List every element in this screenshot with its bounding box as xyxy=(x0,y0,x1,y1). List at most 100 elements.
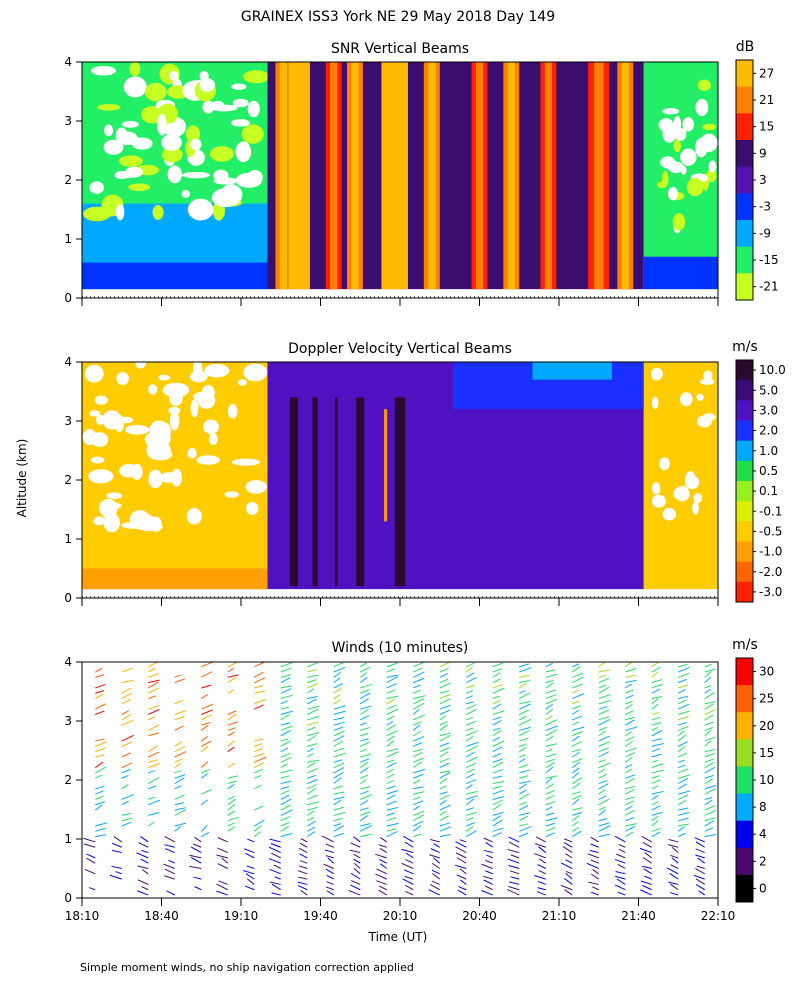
wind-barb xyxy=(466,708,477,715)
wind-barb xyxy=(678,812,690,816)
wind-barb xyxy=(307,784,317,790)
colorbar-label: 20 xyxy=(759,719,774,733)
wind-barb xyxy=(598,716,610,721)
wind-barb xyxy=(625,817,635,822)
wind-barb xyxy=(704,709,716,715)
wind-barb xyxy=(327,857,335,864)
wind-barb xyxy=(386,735,395,742)
wind-barb xyxy=(273,864,281,869)
wind-barb xyxy=(545,698,558,705)
wind-barb xyxy=(562,846,573,853)
wind-barb xyxy=(431,862,441,869)
wind-barb xyxy=(670,883,679,891)
wind-barb xyxy=(704,778,714,784)
wind-barb xyxy=(457,889,467,896)
wind-barb xyxy=(564,878,573,885)
wind-barb xyxy=(148,679,160,684)
y-tick-label: 2 xyxy=(64,773,72,787)
wind-barb xyxy=(545,832,556,838)
wind-barb xyxy=(538,846,547,853)
wind-barb xyxy=(111,849,122,854)
wind-barb xyxy=(439,678,449,684)
wind-barb xyxy=(614,858,626,864)
wind-barb xyxy=(651,688,661,694)
colorbar-swatch xyxy=(736,847,753,876)
wind-barb xyxy=(598,735,610,742)
wind-barb xyxy=(405,884,414,891)
wind-barb xyxy=(572,731,583,737)
wind-barb xyxy=(572,807,583,811)
wind-barb xyxy=(678,725,689,731)
wind-barb xyxy=(624,740,633,747)
wind-barb xyxy=(148,751,160,758)
wind-barb xyxy=(333,823,342,827)
wind-barb xyxy=(641,835,652,843)
wind-barb xyxy=(280,700,288,705)
wind-barb xyxy=(545,817,558,822)
wind-barb xyxy=(486,854,493,859)
wind-barb xyxy=(492,832,502,838)
colorbar-swatch xyxy=(736,712,753,740)
wind-barb xyxy=(439,709,451,715)
wind-barb xyxy=(333,726,344,731)
wind-barb xyxy=(430,884,440,891)
wind-barb xyxy=(333,747,345,753)
wind-barb xyxy=(148,762,161,769)
wind-barb xyxy=(651,683,663,689)
wind-barb xyxy=(359,761,369,769)
wind-barb xyxy=(651,711,659,715)
wind-barb xyxy=(307,662,318,668)
wind-barb xyxy=(333,767,345,774)
wind-barb xyxy=(439,791,448,795)
wind-barb xyxy=(615,870,626,875)
wind-barb xyxy=(695,868,705,875)
wind-barb xyxy=(625,823,637,827)
wind-barb xyxy=(413,779,421,784)
wind-barb xyxy=(333,799,342,806)
wind-barb xyxy=(141,886,149,891)
wind-barb xyxy=(298,865,308,869)
wind-barb xyxy=(405,890,414,896)
wind-barb xyxy=(353,862,361,869)
wind-barb xyxy=(280,825,290,832)
wind-barb xyxy=(174,825,182,832)
wind-barb xyxy=(359,709,369,715)
wind-barb xyxy=(95,741,107,747)
wind-barb xyxy=(333,699,342,705)
wind-barb xyxy=(519,754,526,758)
wind-barb xyxy=(519,729,530,737)
wind-barb xyxy=(115,871,122,875)
wind-barb xyxy=(439,757,450,763)
wind-barb xyxy=(439,682,451,689)
wind-barb xyxy=(466,690,474,694)
wind-barb xyxy=(483,849,493,854)
wind-barb xyxy=(280,789,290,795)
colorbar-swatch xyxy=(736,420,753,442)
wind-barb xyxy=(598,762,611,769)
wind-barb xyxy=(439,815,450,822)
colorbar-swatch xyxy=(736,400,753,421)
wind-barb xyxy=(651,801,659,806)
x-tick-label: 19:10 xyxy=(224,909,259,923)
wind-barb xyxy=(413,667,423,673)
wind-barb xyxy=(492,811,504,816)
wind-barb xyxy=(333,762,345,769)
wind-barb xyxy=(386,676,398,684)
wind-barb xyxy=(492,699,501,705)
wind-barb xyxy=(695,854,705,859)
wind-barb xyxy=(485,870,493,875)
wind-barb xyxy=(704,758,715,763)
wind-barb xyxy=(696,865,705,869)
wind-barb xyxy=(141,869,149,875)
wind-barb xyxy=(280,706,290,710)
wind-barb xyxy=(412,825,422,832)
wind-barb xyxy=(624,731,633,737)
wind-barb xyxy=(95,795,104,800)
wind-barb xyxy=(201,662,213,668)
wind-barb xyxy=(545,725,558,731)
wind-barb xyxy=(280,685,292,689)
wind-barb xyxy=(406,852,414,859)
colorbar-swatch xyxy=(736,193,753,221)
wind-barb xyxy=(598,783,609,790)
wind-barb xyxy=(545,753,557,758)
